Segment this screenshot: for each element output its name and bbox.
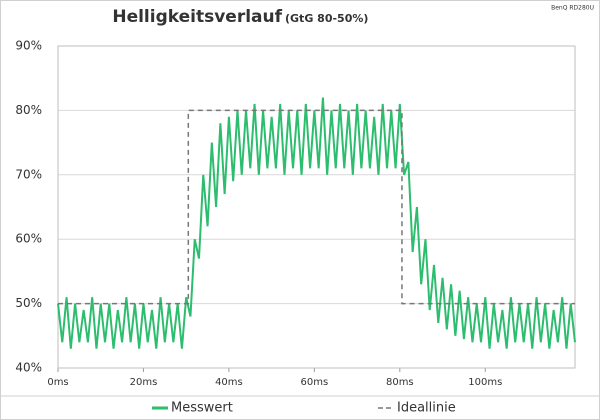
x-tick-label: 40ms — [215, 377, 243, 388]
x-tick-label: 0ms — [47, 377, 68, 388]
x-tick-label: 100ms — [468, 377, 502, 388]
chart-title: Helligkeitsverlauf — [112, 7, 282, 27]
x-tick-label: 20ms — [130, 377, 158, 388]
y-tick-label: 90% — [15, 39, 42, 53]
x-tick-label: 80ms — [386, 377, 414, 388]
plot-border — [57, 45, 576, 369]
source-label: BenQ RD280U — [551, 5, 594, 12]
legend-label: Ideallinie — [397, 401, 456, 416]
data-line — [58, 109, 575, 305]
y-tick-label: 40% — [15, 361, 42, 375]
y-tick-label: 80% — [15, 103, 42, 117]
y-tick-label: 60% — [15, 232, 42, 246]
y-tick-label: 50% — [15, 296, 42, 310]
legend-label: Messwert — [171, 401, 233, 416]
y-tick-label: 70% — [15, 167, 42, 181]
x-tick-label: 60ms — [301, 377, 329, 388]
data-line — [57, 97, 576, 349]
chart-subtitle: (GtG 80-50%) — [285, 12, 368, 25]
